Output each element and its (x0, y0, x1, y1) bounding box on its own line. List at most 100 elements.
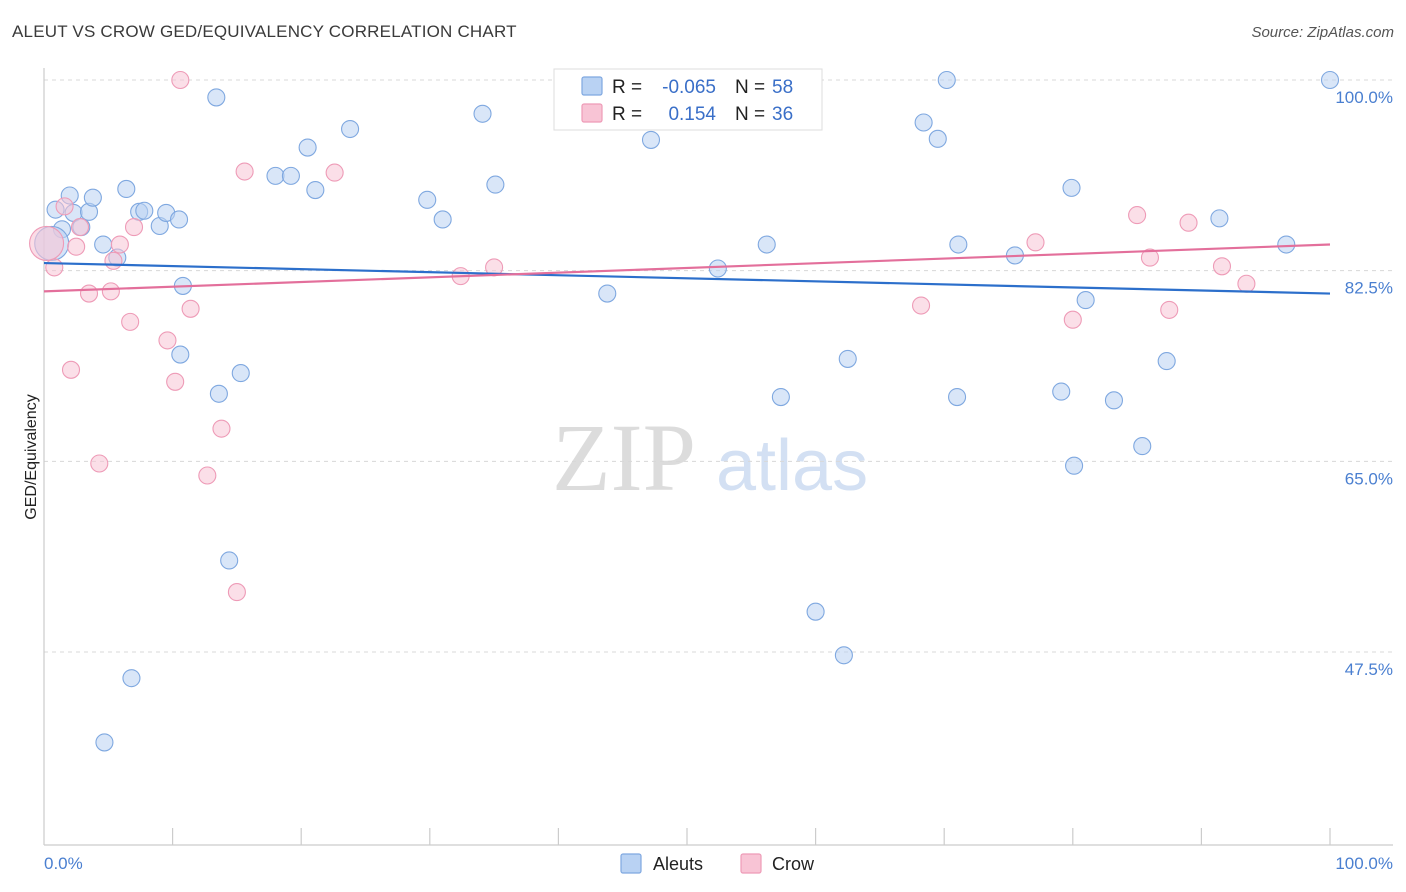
aleuts-point (486, 175, 505, 194)
aleuts-point (341, 119, 360, 139)
crow-point (1179, 213, 1198, 232)
crow-point (325, 163, 344, 182)
crow-trend-line (43, 243, 1331, 293)
crow-point (79, 284, 99, 303)
aleuts-point (949, 235, 968, 254)
legend-swatch-crow (581, 103, 603, 123)
crow-point (121, 312, 140, 331)
aleuts-point (1052, 382, 1071, 401)
crow-point (70, 218, 90, 237)
aleuts-point (838, 349, 857, 368)
aleuts-point (928, 129, 947, 148)
x-tick-label-end: 100.0% (1335, 854, 1393, 873)
aleuts-point (1104, 391, 1124, 410)
y-tick-label: 47.5% (1345, 660, 1393, 679)
aleuts-point (135, 201, 154, 220)
legend-n-value-aleuts: 58 (772, 77, 793, 98)
trend-lines (43, 243, 1331, 295)
legend-r-value-aleuts: -0.065 (662, 77, 716, 98)
stats-legend: R = -0.065 N = 58 R = 0.154 N = 36 (553, 68, 823, 131)
legend-n-value-crow: 36 (772, 104, 793, 125)
y-tick-labels: 100.0% 82.5% 65.0% 47.5% (1335, 88, 1393, 679)
crow-point (55, 197, 74, 216)
crow-point (1140, 248, 1160, 267)
crow-point (124, 218, 144, 237)
crow-point (1160, 300, 1179, 319)
bottom-legend-label-aleuts: Aleuts (653, 854, 703, 874)
aleuts-point (1133, 437, 1152, 456)
legend-swatch-aleuts (581, 76, 603, 96)
aleuts-point (757, 235, 776, 254)
chart-title: ALEUT VS CROW GED/EQUIVALENCY CORRELATIO… (12, 22, 517, 41)
aleuts-point (473, 104, 492, 123)
bottom-legend-swatch-crow (740, 853, 762, 874)
aleuts-point (209, 384, 228, 403)
crow-point (1237, 274, 1256, 293)
crow-point (110, 235, 129, 254)
aleuts-point (937, 70, 956, 90)
aleuts-point (1320, 70, 1340, 90)
crow-point (181, 299, 200, 318)
aleuts-point (641, 130, 661, 149)
crow-point (912, 296, 931, 315)
crow-point (45, 258, 64, 277)
aleuts-point (122, 669, 141, 688)
aleuts-point (117, 179, 136, 199)
aleuts-point (1157, 352, 1176, 371)
aleuts-point (708, 259, 727, 278)
aleuts-point (948, 388, 967, 407)
crow-point (1063, 310, 1082, 329)
legend-r-value-crow: 0.154 (668, 104, 716, 125)
aleuts-point (266, 166, 285, 185)
aleuts-point (433, 210, 452, 229)
watermark-atlas: atlas (716, 426, 868, 506)
series-legend: Aleuts Crow (620, 853, 815, 874)
x-tick-label-start: 0.0% (44, 854, 83, 873)
aleuts-point (207, 88, 226, 107)
aleuts-point (94, 235, 113, 254)
aleuts-point (914, 113, 933, 132)
aleuts-point (1065, 456, 1084, 475)
crow-point (171, 70, 190, 90)
crow-point (227, 583, 246, 602)
aleuts-point (83, 188, 102, 207)
aleuts-point (1210, 209, 1229, 228)
aleuts-point (806, 602, 825, 621)
crow-point (158, 331, 177, 350)
aleuts-point (1076, 291, 1095, 310)
crow-point (1212, 257, 1232, 276)
crow-point (212, 419, 231, 438)
aleuts-point (306, 180, 325, 200)
y-tick-label: 65.0% (1345, 469, 1393, 488)
crow-point (166, 372, 185, 391)
crow-point (1026, 233, 1045, 252)
axes (43, 68, 1393, 846)
aleuts-point (169, 210, 189, 229)
legend-r-label-crow: R = (612, 104, 642, 125)
legend-r-label-aleuts: R = (612, 77, 642, 98)
aleuts-point (298, 138, 317, 157)
crow-points (29, 70, 1256, 602)
y-tick-label: 100.0% (1335, 88, 1393, 107)
source-label: Source: ZipAtlas.com (1251, 24, 1394, 41)
crow-point (1128, 206, 1147, 225)
crow-point (61, 360, 81, 379)
crow-point (29, 225, 65, 261)
aleuts-point (1277, 235, 1296, 254)
aleuts-point (231, 364, 250, 383)
crow-point (101, 282, 120, 301)
aleuts-trend-line (43, 261, 1331, 295)
crow-point (104, 251, 123, 270)
aleuts-point (171, 345, 190, 364)
crow-point (235, 162, 254, 181)
bottom-legend-swatch-aleuts (620, 853, 642, 874)
watermark-zip: ZIP (552, 404, 696, 511)
aleuts-point (1062, 178, 1081, 197)
crow-point (67, 237, 86, 256)
crow-point (90, 454, 109, 473)
crow-point (198, 466, 217, 485)
y-axis-label: GED/Equivalency (23, 394, 40, 519)
aleuts-point (220, 551, 239, 570)
aleuts-point (834, 646, 853, 665)
